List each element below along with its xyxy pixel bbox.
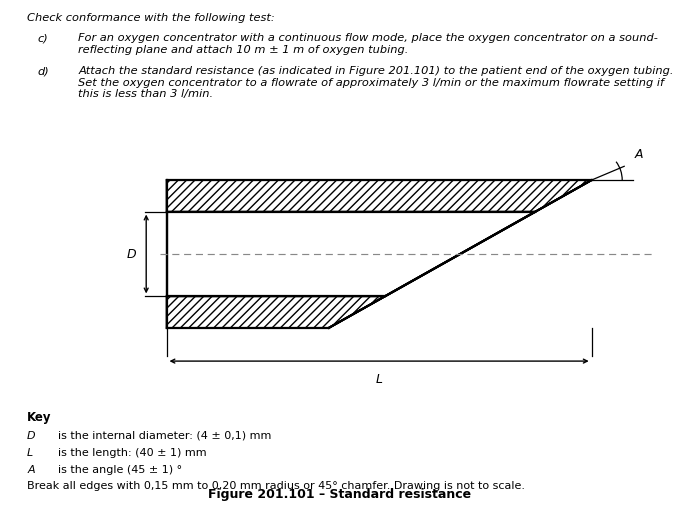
Polygon shape: [167, 181, 592, 212]
Text: Figure 201.101 – Standard resistance: Figure 201.101 – Standard resistance: [209, 487, 471, 500]
Text: Break all edges with 0,15 mm to 0,20 mm radius or 45° chamfer. Drawing is not to: Break all edges with 0,15 mm to 0,20 mm …: [27, 480, 525, 491]
Text: is the length: (40 ± 1) mm: is the length: (40 ± 1) mm: [58, 447, 207, 457]
Text: Key: Key: [27, 410, 52, 422]
Text: D: D: [126, 248, 136, 261]
Text: Attach the standard resistance (as indicated in Figure 201.101) to the patient e: Attach the standard resistance (as indic…: [78, 66, 674, 99]
Polygon shape: [328, 181, 592, 328]
Text: A: A: [634, 148, 643, 161]
Text: c): c): [37, 33, 48, 43]
Text: L: L: [27, 447, 33, 457]
Text: L: L: [375, 373, 383, 385]
Text: D: D: [27, 430, 36, 440]
Polygon shape: [167, 297, 385, 328]
Text: d): d): [37, 66, 49, 76]
Text: is the internal diameter: (4 ± 0,1) mm: is the internal diameter: (4 ± 0,1) mm: [58, 430, 271, 440]
Text: A: A: [27, 464, 35, 474]
Text: is the angle (45 ± 1) °: is the angle (45 ± 1) °: [58, 464, 182, 474]
Text: Check conformance with the following test:: Check conformance with the following tes…: [27, 13, 275, 23]
Text: For an oxygen concentrator with a continuous flow mode, place the oxygen concent: For an oxygen concentrator with a contin…: [78, 33, 658, 54]
